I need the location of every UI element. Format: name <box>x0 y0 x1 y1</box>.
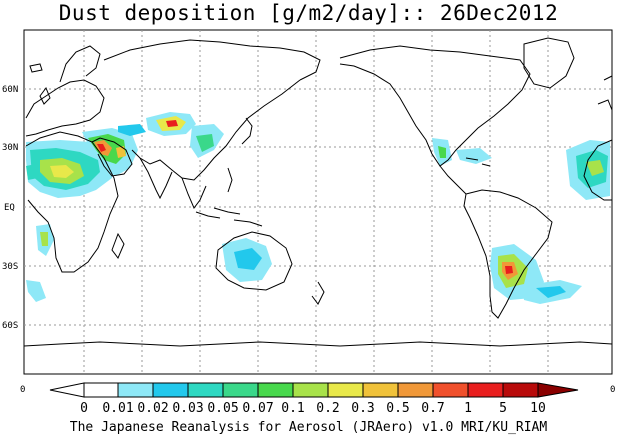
coast-iceland <box>29 63 43 73</box>
coast-europe-east-edge <box>597 75 613 111</box>
colorbar-box-7 <box>327 382 364 398</box>
colorbar-label: 0 <box>80 401 88 416</box>
dust-arabia-core <box>97 144 106 152</box>
coastlines <box>23 37 613 347</box>
lat-label-30n: 30N <box>2 143 18 153</box>
coast-new-zealand <box>311 281 325 305</box>
colorbar-box-9 <box>397 382 434 398</box>
colorbar-box-6 <box>292 382 329 398</box>
dust-australia-mid <box>234 248 262 270</box>
lat-label-60n: 60N <box>2 85 18 95</box>
coast-arabia <box>91 137 133 177</box>
map-title: Dust deposition [g/m2/day]:: 26Dec2012 <box>58 1 559 25</box>
colorbar-low-arrow <box>49 382 85 398</box>
dust-kazakh <box>118 124 146 136</box>
footer-credit: The Japanese Reanalysis for Aerosol (JRA… <box>69 420 548 435</box>
colorbar-box-12 <box>502 382 539 398</box>
colorbar-label: 0.3 <box>351 401 374 416</box>
coast-south-america <box>463 189 553 319</box>
colorbar-label: 5 <box>499 401 507 416</box>
lat-label-eq: EQ <box>4 203 15 213</box>
coast-madagascar <box>111 232 125 259</box>
dust-gulf <box>116 146 126 158</box>
dust-mexico-mid <box>438 146 446 158</box>
coast-greenland <box>523 37 575 89</box>
coast-scandinavia <box>59 45 101 83</box>
longitude-gridlines <box>83 30 549 374</box>
coast-asia-east <box>131 79 301 181</box>
colorbar <box>49 382 579 398</box>
dust-shading <box>26 112 610 304</box>
colorbar-box-3 <box>187 382 224 398</box>
colorbar-label: 0.1 <box>281 401 304 416</box>
colorbar-box-5 <box>257 382 294 398</box>
colorbar-label: 0.7 <box>421 401 444 416</box>
coast-africa-east-edge <box>583 139 613 201</box>
colorbar-box-10 <box>432 382 469 398</box>
coast-india <box>139 157 173 200</box>
coast-africa <box>25 131 119 273</box>
colorbar-box-1 <box>117 382 154 398</box>
colorbar-label: 0.03 <box>172 401 203 416</box>
dust-gobi-mid <box>196 134 214 152</box>
coast-europe <box>25 79 105 137</box>
colorbar-end-label-left: 0 <box>20 385 25 395</box>
coast-indonesia <box>195 207 263 227</box>
colorbar-label: 10 <box>530 401 546 416</box>
coast-antarctica <box>23 341 613 347</box>
colorbar-end-label-right: 0 <box>610 385 615 395</box>
dust-east-edge-core <box>586 160 604 176</box>
dust-patagonia-core <box>505 266 513 274</box>
lat-label-30s: 30S <box>2 262 18 272</box>
colorbar-box-2 <box>152 382 189 398</box>
colorbar-labels: 0 0.01 0.02 0.03 0.05 0.07 0.1 0.2 0.3 0… <box>80 401 546 416</box>
map-frame <box>23 29 613 375</box>
colorbar-label: 0.5 <box>386 401 409 416</box>
colorbar-high-arrow <box>537 382 579 398</box>
colorbar-label: 0.07 <box>242 401 273 416</box>
lat-label-60s: 60S <box>2 321 18 331</box>
colorbar-label: 0.01 <box>102 401 133 416</box>
colorbar-box-4 <box>222 382 259 398</box>
dust-taklimakan-hot <box>166 120 178 127</box>
coast-indochina <box>181 177 207 209</box>
coast-north-america <box>339 45 531 167</box>
dust-sahara-hot <box>50 165 74 178</box>
colorbar-label: 0.02 <box>137 401 168 416</box>
colorbar-label: 0.05 <box>207 401 238 416</box>
dust-south-atlantic-plume-mid <box>536 286 566 298</box>
dust-west-africa-mid <box>40 232 48 246</box>
colorbar-label: 1 <box>464 401 472 416</box>
coast-australia <box>215 231 293 291</box>
coast-central-america <box>439 165 467 195</box>
dust-caribbean <box>456 148 492 164</box>
dust-northwest-africa <box>26 164 38 180</box>
coast-caribbean <box>465 157 491 167</box>
coast-philippines <box>227 167 233 193</box>
coast-uk <box>39 86 51 105</box>
colorbar-box-8 <box>362 382 399 398</box>
colorbar-box-0 <box>83 382 119 398</box>
coast-asia-north <box>103 39 321 81</box>
colorbar-box-11 <box>467 382 504 398</box>
colorbar-label: 0.2 <box>316 401 339 416</box>
dust-south-atlantic <box>26 280 46 302</box>
coast-japan <box>241 117 253 145</box>
